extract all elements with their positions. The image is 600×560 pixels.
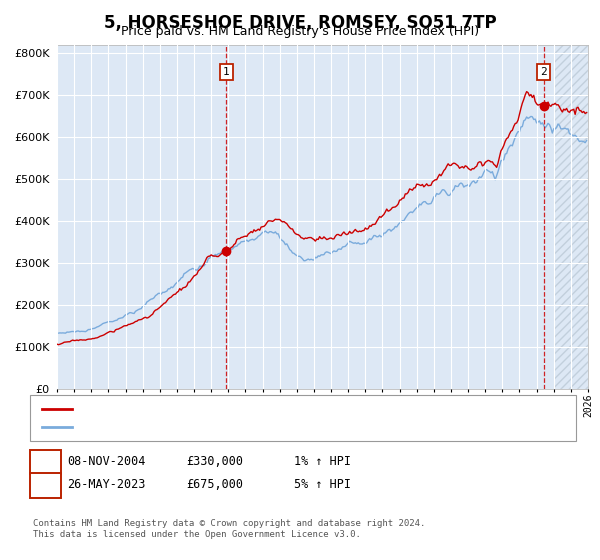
Text: This data is licensed under the Open Government Licence v3.0.: This data is licensed under the Open Gov… bbox=[33, 530, 361, 539]
Text: 5, HORSESHOE DRIVE, ROMSEY, SO51 7TP (detached house): 5, HORSESHOE DRIVE, ROMSEY, SO51 7TP (de… bbox=[76, 404, 434, 414]
Text: Price paid vs. HM Land Registry's House Price Index (HPI): Price paid vs. HM Land Registry's House … bbox=[121, 25, 479, 38]
Text: 08-NOV-2004: 08-NOV-2004 bbox=[67, 455, 146, 468]
Text: 1: 1 bbox=[223, 67, 229, 77]
Text: 5, HORSESHOE DRIVE, ROMSEY, SO51 7TP: 5, HORSESHOE DRIVE, ROMSEY, SO51 7TP bbox=[104, 14, 496, 32]
Text: 2: 2 bbox=[42, 480, 49, 490]
Text: 5% ↑ HPI: 5% ↑ HPI bbox=[294, 478, 351, 492]
Bar bbox=[554, 45, 588, 389]
Text: HPI: Average price, detached house, Test Valley: HPI: Average price, detached house, Test… bbox=[76, 422, 394, 432]
Text: £675,000: £675,000 bbox=[186, 478, 243, 492]
Text: 1: 1 bbox=[42, 456, 49, 466]
Text: 1% ↑ HPI: 1% ↑ HPI bbox=[294, 455, 351, 468]
Text: 26-MAY-2023: 26-MAY-2023 bbox=[67, 478, 146, 492]
Text: Contains HM Land Registry data © Crown copyright and database right 2024.: Contains HM Land Registry data © Crown c… bbox=[33, 519, 425, 528]
Text: £330,000: £330,000 bbox=[186, 455, 243, 468]
Text: 2: 2 bbox=[540, 67, 547, 77]
Bar bbox=[554, 45, 588, 389]
